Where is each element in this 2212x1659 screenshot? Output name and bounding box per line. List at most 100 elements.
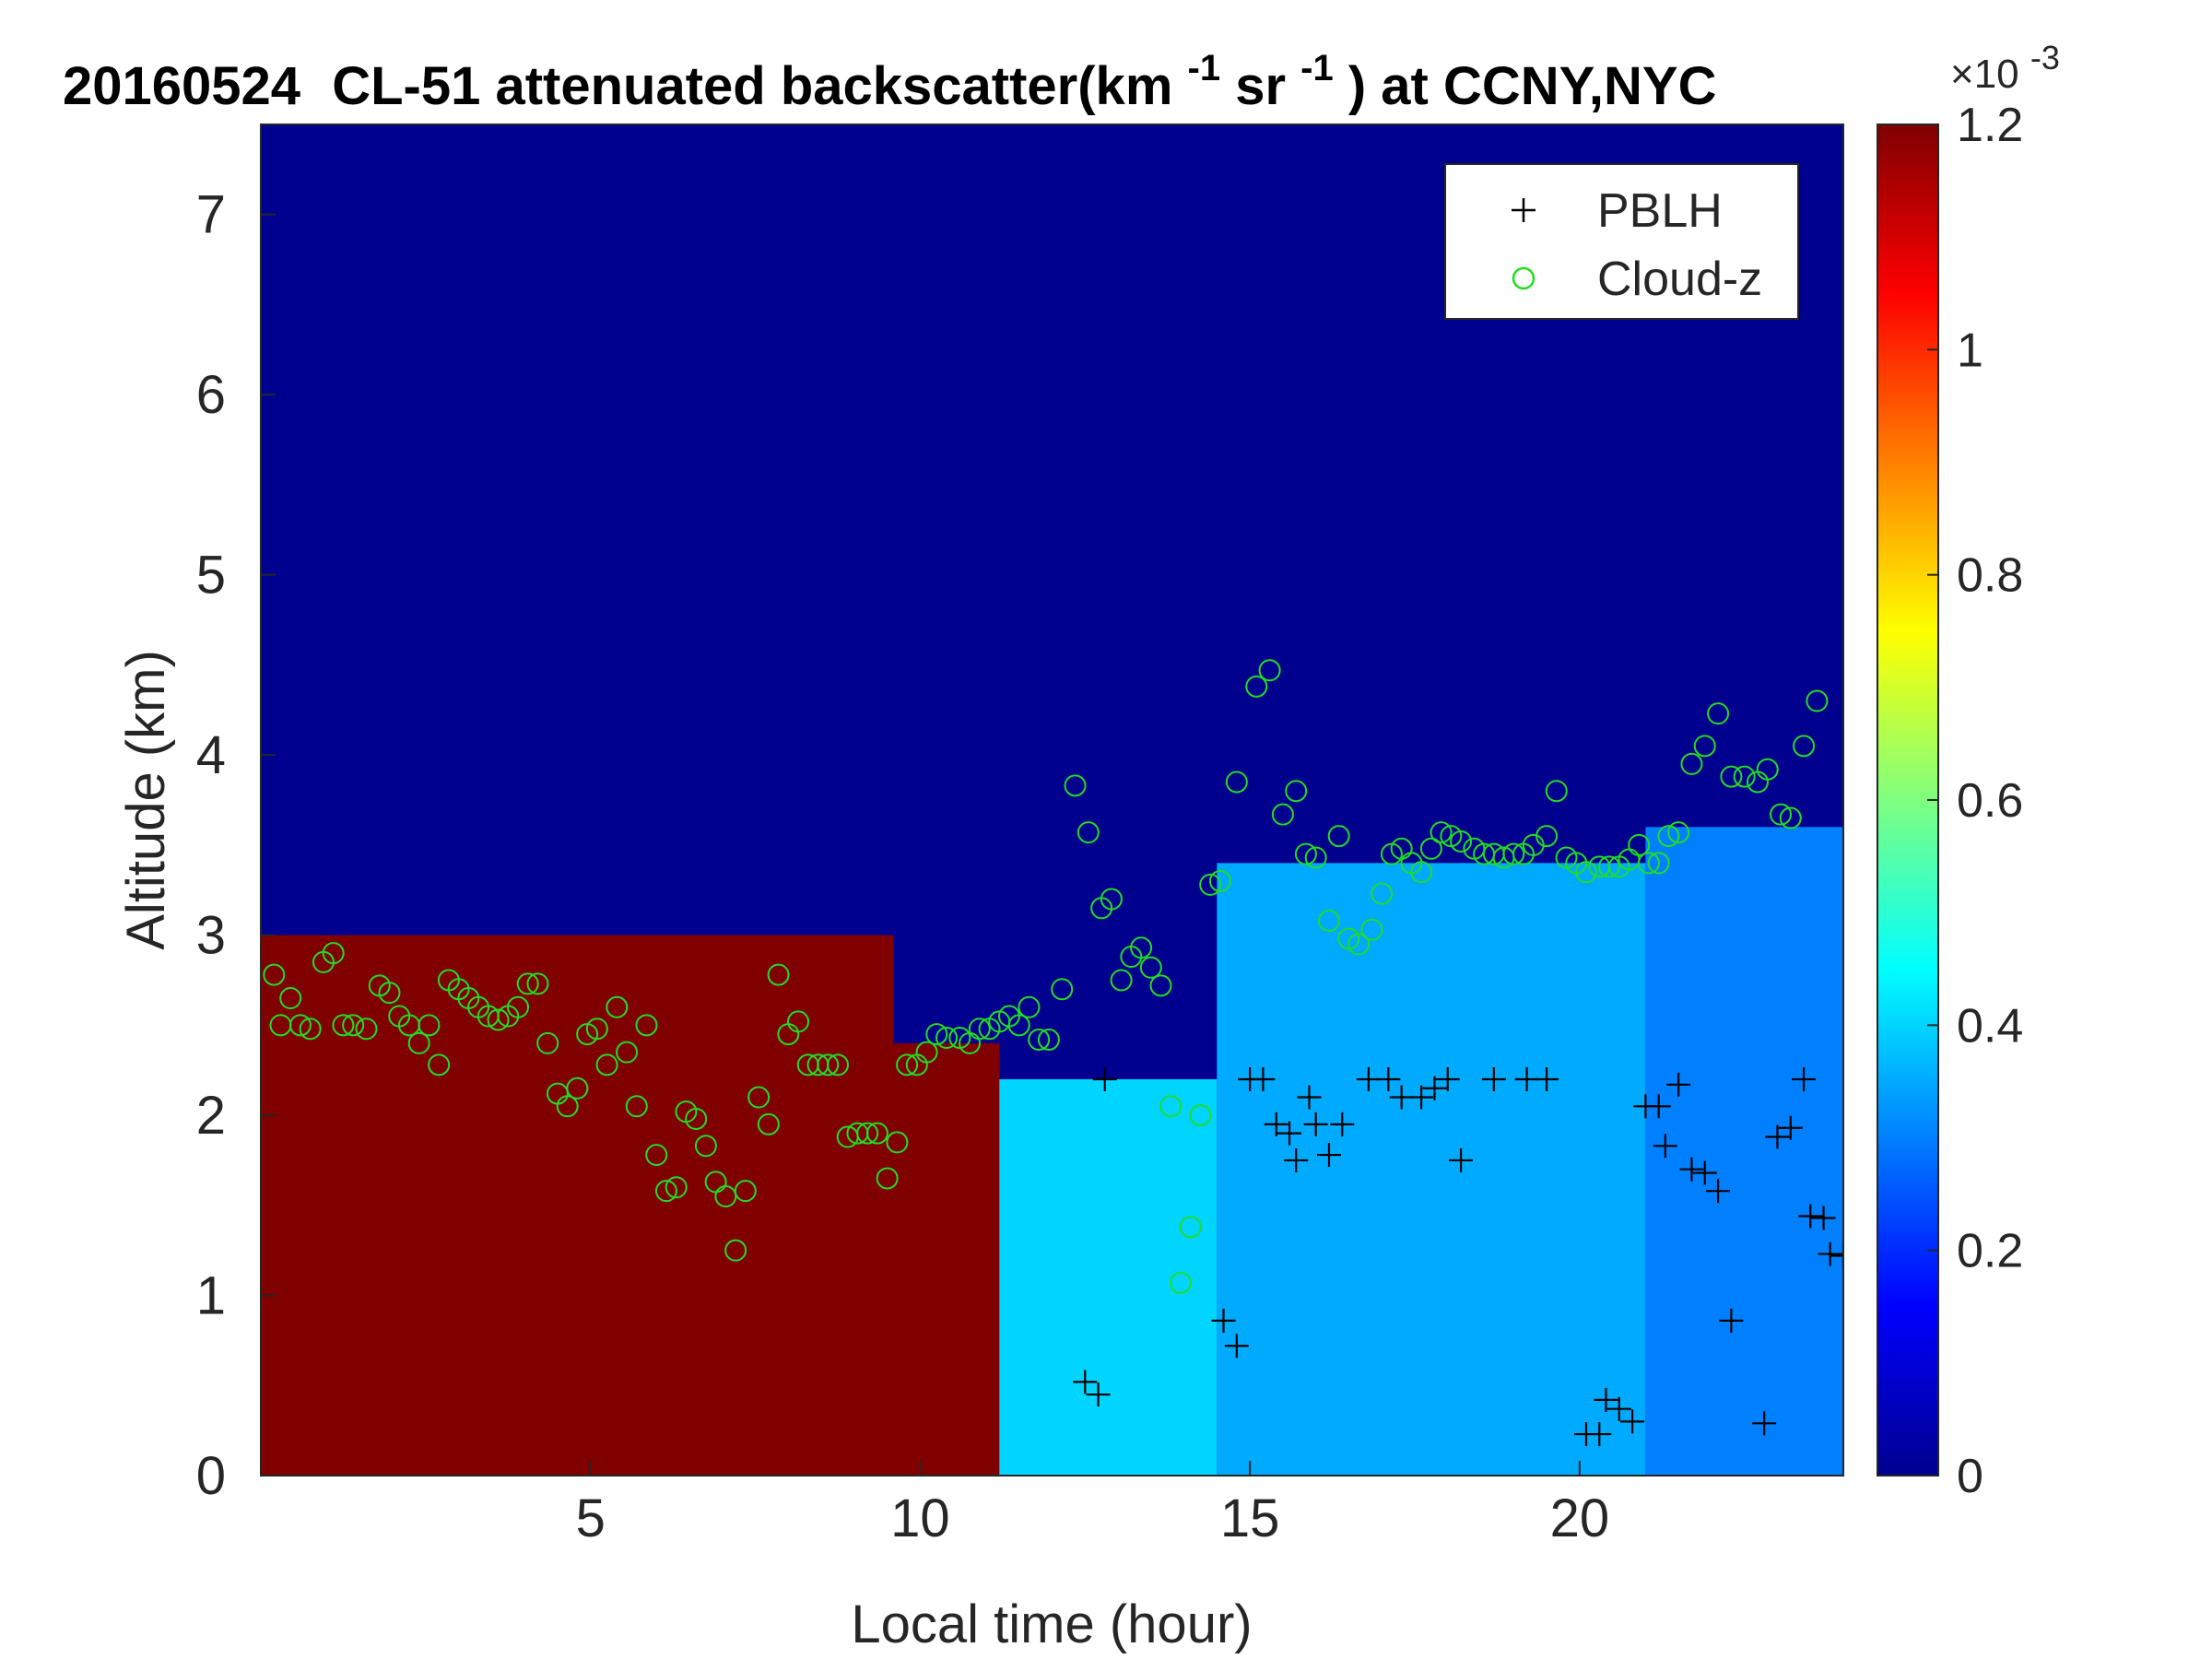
cloud-point [1637,852,1660,875]
cloud-point [1806,689,1829,712]
cloud-point [1225,771,1248,794]
cloud-point [1037,1028,1060,1051]
pblh-point [1778,1115,1803,1140]
colorbar-exponent-power: -3 [2030,39,2060,76]
pblh-point [1376,1066,1401,1091]
cloud-point [1100,888,1123,911]
legend-cloud-icon [1512,266,1535,290]
pblh-point [1692,1160,1717,1185]
cloud-point [1179,1216,1202,1239]
colorbar-exponent: ×10 -3 [1950,39,2060,97]
cloud-point [288,1014,312,1037]
cloud-point [1304,846,1327,869]
colorbar-tick-label: 0.6 [1957,774,2023,828]
legend-box [1444,163,1799,320]
colorbar-tick-label: 0.4 [1957,999,2023,1053]
cloud-point [1502,842,1525,865]
cloud-point [665,1176,688,1199]
pblh-point [1297,1085,1322,1110]
cloud-point [566,1077,589,1100]
cloud-markers [263,659,1829,1294]
cloud-point [1647,852,1670,875]
pblh-point [1620,1409,1645,1434]
title-date: 20160524 [63,56,300,116]
cloud-point [322,942,345,965]
cloud-point [1371,882,1394,905]
cloud-point [1159,1095,1182,1118]
colorbar: 0 0.2 0.4 0.6 0.8 1 1.2 ×10 -3 [1877,39,2060,1503]
cloud-point [332,1014,355,1037]
cloud-point [1130,936,1153,959]
cloud-point [925,1023,948,1046]
pblh-point [1316,1143,1341,1168]
cloud-point [1598,855,1621,878]
title-end: ) at CCNY,NYC [1348,56,1717,116]
x-axis: 5 10 15 20 [576,1461,1610,1548]
cloud-point [378,982,401,1005]
cloud-point [1410,861,1433,884]
pblh-point [1224,1334,1249,1359]
cloud-point [585,1018,608,1041]
colorbar-tick-label: 0.8 [1957,549,2023,603]
pblh-point [1818,1241,1842,1266]
cloud-point [1051,978,1074,1001]
pblh-point [1092,1066,1117,1091]
pblh-point [1330,1112,1355,1136]
cloud-point [1667,821,1690,844]
cloud-point [1733,765,1756,788]
cloud-point [724,1239,747,1262]
pblh-point [1277,1121,1302,1146]
x-tick-label: 10 [890,1488,950,1548]
cloud-point [299,1018,322,1041]
cloud-point [418,1014,441,1037]
cloud-point [1149,974,1172,997]
cloud-point [635,1014,658,1037]
pblh-point [1831,1243,1843,1268]
cloud-point [1189,1104,1212,1127]
cloud-point [915,1041,938,1064]
cloud-point [747,1086,771,1109]
y-tick-label: 5 [196,546,226,606]
pblh-point [1449,1147,1474,1172]
pblh-point [1594,1387,1618,1412]
cloud-point [767,963,790,986]
cloud-point [1720,765,1743,788]
cloud-point [865,1122,888,1145]
cloud-point [1535,825,1559,848]
cloud-point [886,1131,909,1154]
pblh-point [1719,1308,1744,1333]
cloud-point [1028,1028,1051,1051]
cloud-point [935,1027,959,1050]
x-tick-label: 15 [1220,1488,1280,1548]
heatmap-layer-2 [999,1078,1218,1476]
title-main: CL-51 attenuated backscatter(km [332,56,1172,116]
pblh-point [1264,1112,1288,1136]
pblh-point [1284,1147,1309,1172]
pblh-point [1587,1422,1612,1447]
cloud-point [1574,861,1597,884]
x-tick-label: 20 [1550,1488,1610,1548]
cloud-point [526,972,549,995]
cloud-point [1077,821,1100,844]
heatmap-layer-4 [1645,827,1843,1476]
cloud-point [1628,833,1651,856]
cloud-point [1285,780,1308,803]
y-tick-label: 2 [196,1086,226,1146]
pblh-point [1535,1066,1559,1091]
pblh-point [1666,1072,1691,1097]
pblh-point [1211,1308,1236,1333]
pblh-point [1481,1066,1506,1091]
cloud-point [1258,659,1281,682]
y-tick-label: 3 [196,906,226,966]
cloud-point [556,1095,579,1118]
legend-pblh-icon [1512,198,1535,222]
title-sup2: -1 [1300,48,1334,88]
pblh-point [1653,1134,1677,1159]
cloud-point [826,1053,849,1077]
plot-area [260,124,1844,1477]
cloud-point [817,1053,840,1077]
pblh-point [1811,1206,1836,1230]
cloud-point [487,1008,510,1031]
cloud-point [1770,803,1793,826]
